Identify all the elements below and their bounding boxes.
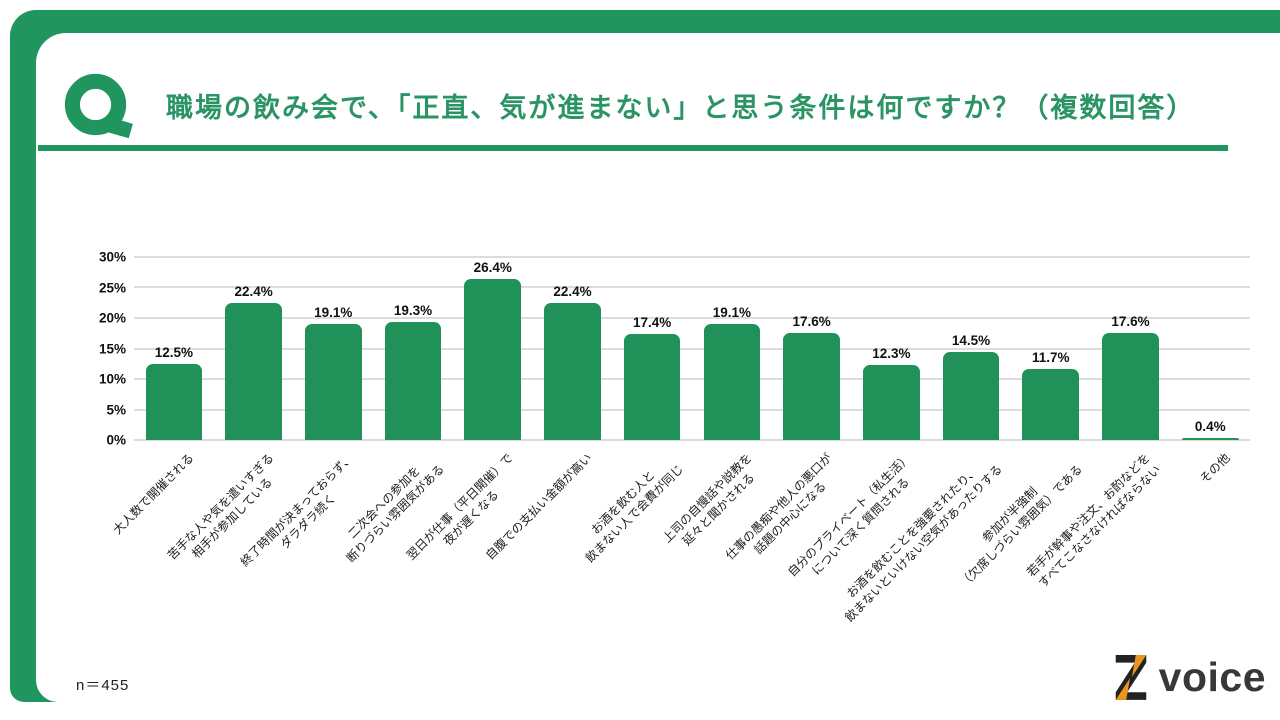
- page-title: 職場の飲み会で、「正直、気が進まない」と思う条件は何ですか？（複数回答）: [166, 92, 1196, 123]
- bar-group: 19.1%: [692, 257, 772, 440]
- bar: 12.5%: [145, 345, 203, 440]
- bar-value-label: 19.3%: [393, 303, 433, 319]
- bar: 26.4%: [464, 260, 522, 440]
- bar-group: 19.3%: [373, 257, 453, 440]
- bar-group: 17.4%: [612, 257, 692, 440]
- title-underline: [38, 145, 1228, 151]
- bars-row: 12.5% 22.4% 19.1% 19.3% 26.4% 22.4% 17.4% 19.1%…: [134, 257, 1250, 440]
- bar: 19.1%: [703, 305, 761, 440]
- bar-value-label: 14.5%: [951, 332, 991, 348]
- bar-value-label: 22.4%: [234, 284, 273, 300]
- category-slot: その他: [1170, 440, 1250, 680]
- bar-value-label: 19.1%: [712, 304, 752, 320]
- bar-group: 17.6%: [772, 257, 852, 440]
- y-axis-tick: 10%: [98, 371, 126, 387]
- bar: 22.4%: [544, 284, 601, 440]
- brand-logo: voice: [1110, 650, 1266, 704]
- header: 職場の飲み会で、「正直、気が進まない」と思う条件は何ですか？（複数回答）: [62, 71, 1195, 145]
- bar-group: 26.4%: [453, 257, 533, 440]
- bar: 0.4%: [1181, 419, 1239, 440]
- bar-group: 12.3%: [851, 257, 931, 440]
- gridline: [134, 377, 1250, 380]
- bar: 22.4%: [225, 284, 282, 440]
- bar-value-label: 22.4%: [553, 284, 592, 300]
- category-label: 大人数で開催される: [110, 450, 197, 537]
- bar-group: 22.4%: [214, 257, 294, 440]
- y-axis-tick: 0%: [106, 432, 126, 448]
- bar: 14.5%: [942, 333, 1000, 440]
- bar-value-label: 26.4%: [473, 259, 512, 275]
- bar-value-label: 17.4%: [633, 314, 672, 330]
- x-axis-labels: 大人数で開催される 苦手な人や気を遣いすぎる 相手が参加している 終了時間が決まって…: [110, 440, 1250, 680]
- brand-text: voice: [1158, 653, 1266, 700]
- bar: 17.6%: [1102, 314, 1159, 440]
- bar-group: 0.4%: [1170, 257, 1250, 440]
- category-slot: 終了時間が決まっておらず、 ダラダラ続く: [237, 440, 373, 680]
- plot-area: 30% 25% 20% 15% 10% 5% 0% 12.5% 22.4% 19.1% 19.3% 2…: [99, 250, 1250, 448]
- y-axis-tick: 30%: [98, 249, 126, 265]
- bar: 19.3%: [384, 303, 442, 440]
- bar-value-label: 12.5%: [154, 344, 193, 360]
- bar: 19.1%: [305, 305, 362, 440]
- bar-group: 11.7%: [1011, 257, 1091, 440]
- y-axis-tick: 25%: [98, 280, 126, 295]
- bar: 17.4%: [623, 315, 681, 440]
- bar-chart: 30% 25% 20% 15% 10% 5% 0% 12.5% 22.4% 19.1% 19.3% 2…: [86, 223, 1250, 693]
- content-card: 職場の飲み会で、「正直、気が進まない」と思う条件は何ですか？（複数回答） 30%…: [36, 33, 1280, 702]
- bar-value-label: 19.1%: [314, 304, 353, 320]
- y-axis-tick: 15%: [98, 341, 126, 356]
- question-q-icon: [64, 73, 133, 139]
- bar: 12.3%: [863, 346, 920, 440]
- bar: 11.7%: [1022, 350, 1080, 440]
- bar-value-label: 0.4%: [1194, 418, 1226, 434]
- category-label: その他: [1197, 450, 1233, 487]
- bar-group: 14.5%: [931, 257, 1011, 440]
- bar-group: 12.5%: [134, 257, 214, 440]
- category-slot: お酒を飲む人と 飲まない人で会費が同じ: [583, 440, 692, 680]
- bar-value-label: 17.6%: [792, 313, 831, 329]
- gridline: [134, 286, 1250, 289]
- bar-group: 19.1%: [293, 257, 373, 440]
- bar-value-label: 17.6%: [1111, 313, 1150, 329]
- category-slot: 自腹での支払い金額が高い: [483, 440, 613, 680]
- category-slot: 若手が幹事や注文、お酌などを すべてこなさなければならない: [1024, 440, 1171, 680]
- bar-value-label: 12.3%: [872, 345, 911, 361]
- gridline: [134, 256, 1250, 258]
- y-axis-tick: 20%: [98, 310, 126, 326]
- gridline: [134, 408, 1250, 411]
- y-axis-tick: 5%: [106, 402, 126, 417]
- sample-size-label: n＝455: [76, 677, 130, 694]
- z-logo-icon: [1115, 655, 1146, 700]
- gridline: [134, 316, 1250, 319]
- bar-value-label: 11.7%: [1031, 349, 1070, 365]
- bar: 17.6%: [783, 314, 840, 440]
- bar-group: 22.4%: [533, 257, 613, 440]
- gridline: [134, 347, 1250, 350]
- bar-group: 17.6%: [1091, 257, 1171, 440]
- gridline: [134, 439, 1250, 441]
